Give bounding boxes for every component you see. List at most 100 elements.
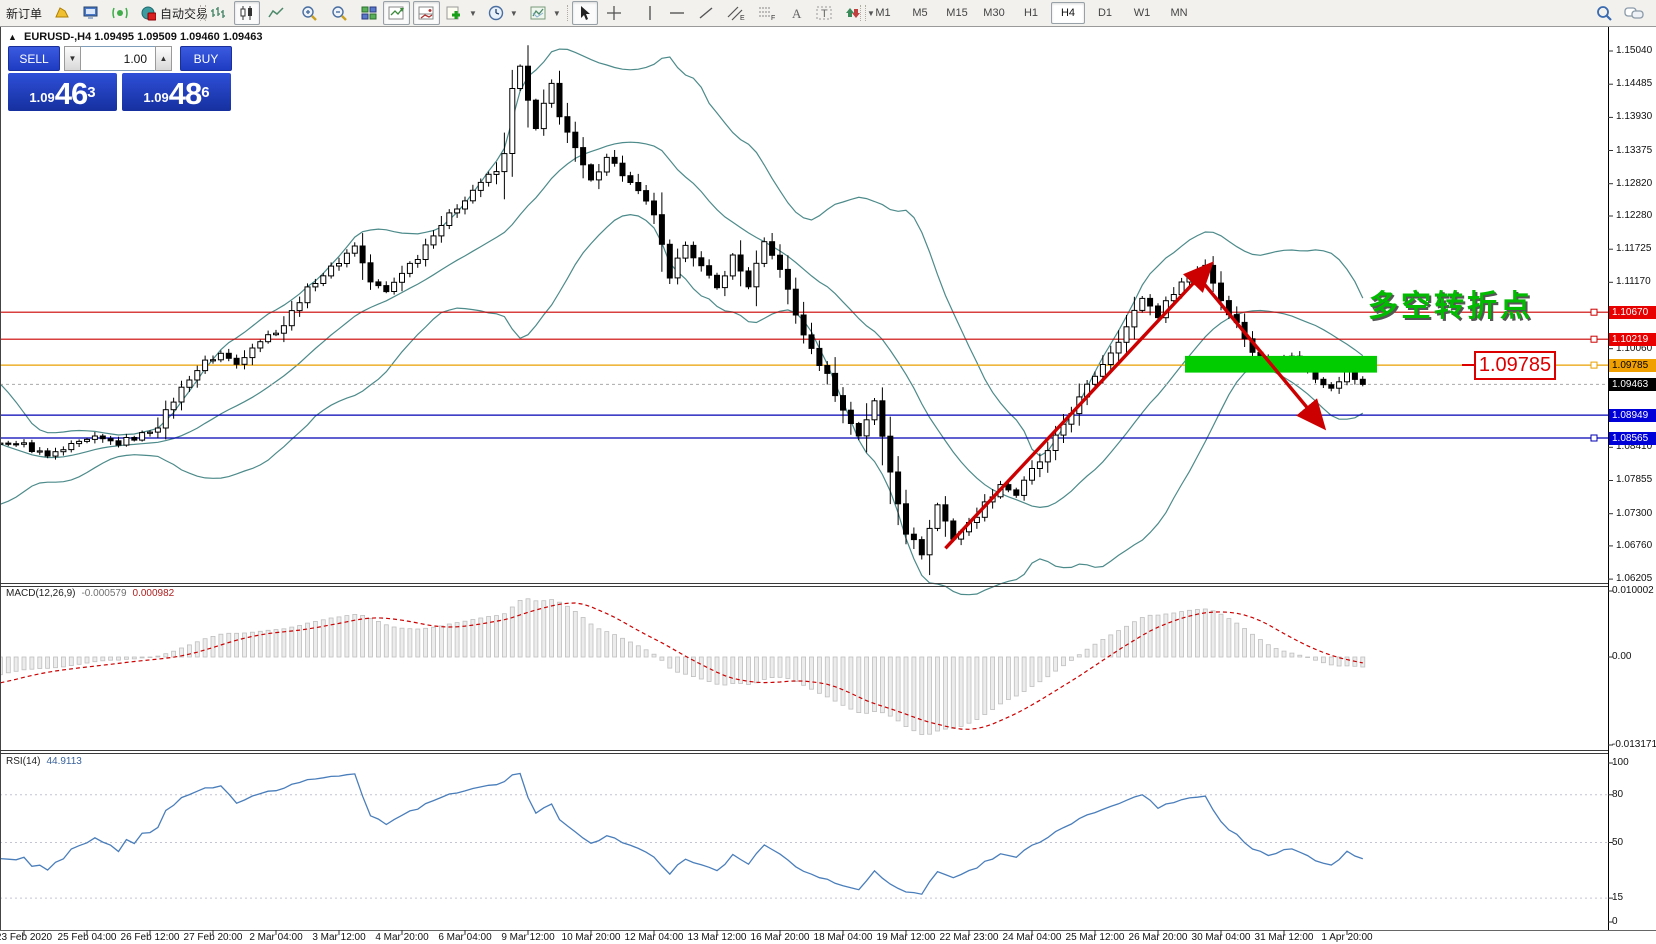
price-badge-1.09463: 1.09463	[1609, 377, 1656, 391]
trend-arrow[interactable]	[944, 261, 1214, 550]
trend-arrow[interactable]	[1197, 276, 1327, 431]
macd-scale-label: 0.00	[1612, 651, 1632, 662]
line-chart-mode-icon[interactable]	[263, 1, 289, 25]
price-tick-label: 1.14485	[1616, 78, 1653, 90]
volume-decrease-button[interactable]: ▼	[64, 46, 81, 71]
symbol-label: EURUSD-,H4	[23, 31, 92, 43]
text-label-tool-icon[interactable]: T	[811, 1, 837, 25]
line-handle	[1590, 434, 1598, 442]
autotrading-button[interactable]: 自动交易	[136, 1, 212, 25]
channel-tool-icon[interactable]: E	[722, 1, 750, 25]
dropdown-caret-icon: ▼	[509, 8, 518, 18]
signal-icon[interactable]	[107, 1, 133, 25]
price-tick-label: 1.12280	[1616, 209, 1653, 221]
tile-windows-icon[interactable]	[356, 1, 382, 25]
svg-text:F: F	[771, 15, 775, 21]
volume-input[interactable]	[81, 46, 155, 71]
crosshair-tool-icon[interactable]	[601, 1, 627, 25]
highlight-zone[interactable]	[1185, 355, 1377, 373]
timeframe-button-W1[interactable]: W1	[1133, 7, 1151, 19]
time-tick-label: 24 Mar 04:00	[1002, 932, 1062, 943]
indicator-window-icon[interactable]	[413, 1, 440, 25]
macd-scale-label: 0.010002	[1612, 585, 1654, 596]
template-button[interactable]: ▼	[525, 1, 565, 25]
timeframe-button-M30[interactable]: M30	[983, 7, 1005, 19]
sell-price-pip: 3	[87, 84, 96, 101]
dropdown-caret-icon: ▼	[469, 8, 477, 18]
timeframe-button-D1[interactable]: D1	[1097, 7, 1113, 19]
time-tick-label: 13 Mar 12:00	[687, 932, 747, 943]
annotation-text[interactable]: 多空转折点	[1368, 290, 1533, 323]
direction-up-icon: ▲	[8, 32, 17, 42]
macd-name: MACD(12,26,9)	[6, 588, 76, 599]
timeframe-group: M1 M5 M15 M30 H1 H4 D1 W1 MN	[866, 0, 1196, 26]
add-indicator-button[interactable]: ▼	[441, 1, 481, 25]
market-watch-icon[interactable]	[49, 1, 75, 25]
rsi-label: RSI(14) 44.9113	[6, 756, 82, 767]
svg-text:A: A	[792, 6, 802, 21]
bar-chart-mode-icon[interactable]	[205, 1, 231, 25]
rsi-scale-label: 15	[1612, 892, 1624, 904]
terminal-icon[interactable]	[78, 1, 104, 25]
search-icon[interactable]	[1591, 1, 1617, 25]
price-badge-1.10670: 1.10670	[1609, 305, 1656, 319]
data-window-icon[interactable]	[383, 1, 410, 25]
cursor-tool-icon[interactable]	[572, 1, 598, 25]
sell-price-display[interactable]: 1.09 46 3	[8, 73, 117, 111]
line-handle	[1590, 361, 1598, 369]
trend-arrows	[944, 261, 1327, 550]
period-clock-button[interactable]: ▼	[484, 1, 522, 25]
price-badge-1.10219: 1.10219	[1609, 332, 1656, 346]
text-tool-icon[interactable]: A	[784, 1, 808, 25]
time-tick-label: 12 Mar 04:00	[624, 932, 684, 943]
timeframe-button-H1[interactable]: H1	[1023, 7, 1039, 19]
open-value: 1.09495	[94, 31, 135, 43]
chart-title: ▲ EURUSD-,H4 1.09495 1.09509 1.09460 1.0…	[8, 31, 263, 43]
buy-button[interactable]: BUY	[180, 46, 232, 71]
chat-icon[interactable]	[1620, 1, 1648, 25]
rsi-line	[0, 772, 1364, 895]
bollinger-bands	[0, 48, 1364, 596]
price-tick-label: 1.07855	[1616, 474, 1653, 486]
price-badge-1.09785: 1.09785	[1609, 358, 1656, 372]
sell-price-prefix: 1.09	[29, 90, 55, 105]
sell-button[interactable]: SELL	[8, 46, 60, 71]
price-tick-label: 1.12820	[1616, 177, 1653, 189]
price-tick-label: 1.07300	[1616, 507, 1653, 519]
price-tick-label: 1.08410	[1616, 441, 1653, 453]
vertical-line-tool-icon[interactable]	[639, 1, 661, 25]
zoom-out-icon[interactable]	[326, 1, 353, 25]
price-callout-tick	[1462, 364, 1474, 366]
macd-panel	[0, 598, 1366, 735]
time-tick-label: 25 Mar 12:00	[1065, 932, 1125, 943]
price-callout-label[interactable]: 1.09785	[1474, 351, 1556, 380]
volume-stepper: ▼ ▲	[64, 46, 176, 71]
candlestick-mode-icon[interactable]	[234, 1, 260, 25]
timeframe-button-M5[interactable]: M5	[912, 7, 928, 19]
timeframe-button-M15[interactable]: M15	[946, 7, 968, 19]
low-value: 1.09460	[179, 31, 220, 43]
timeframe-button-M1[interactable]: M1	[875, 7, 891, 19]
line-handle	[1590, 308, 1598, 316]
arrows-tool-button[interactable]: ▼	[840, 1, 879, 25]
time-tick-label: 10 Mar 20:00	[561, 932, 621, 943]
price-tick-label: 1.15040	[1616, 45, 1653, 56]
new-order-button[interactable]: 新订单	[2, 1, 46, 25]
rsi-value: 44.9113	[46, 756, 82, 767]
rsi-scale-label: 80	[1612, 788, 1624, 800]
buy-price-display[interactable]: 1.09 48 6	[122, 73, 231, 111]
rsi-scale-label: 100	[1612, 757, 1629, 768]
timeframe-button-H4[interactable]: H4	[1051, 2, 1085, 24]
horizontal-line-tool-icon[interactable]	[664, 1, 690, 25]
price-tick-label: 1.13375	[1616, 144, 1653, 156]
fibonacci-tool-icon[interactable]: F	[753, 1, 781, 25]
buy-price-prefix: 1.09	[143, 90, 169, 105]
timeframe-button-MN[interactable]: MN	[1170, 7, 1188, 19]
buy-price-main: 48	[168, 76, 202, 111]
time-tick-label: 27 Feb 20:00	[183, 932, 243, 943]
zoom-in-icon[interactable]	[296, 1, 323, 25]
volume-increase-button[interactable]: ▲	[155, 46, 172, 71]
trendline-tool-icon[interactable]	[693, 1, 719, 25]
dropdown-caret-icon: ▼	[867, 8, 875, 18]
